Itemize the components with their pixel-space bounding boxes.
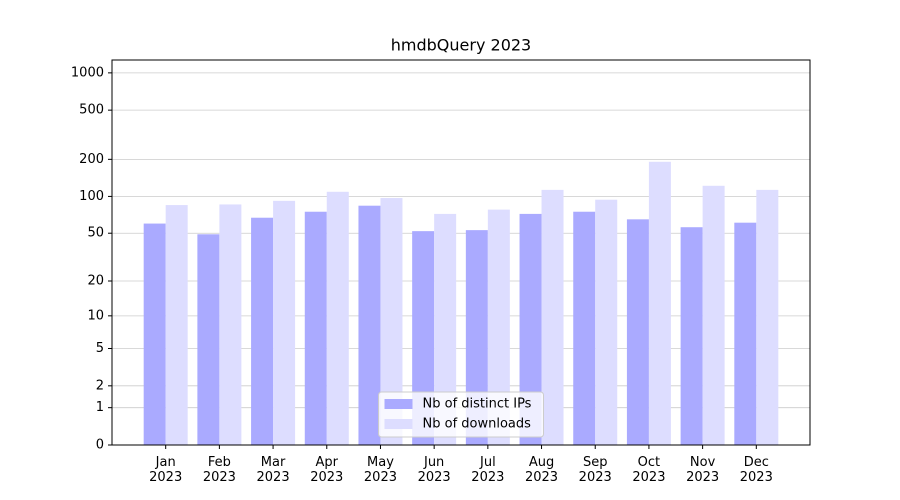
bar — [541, 189, 564, 445]
bar — [380, 198, 403, 445]
y-tick-label: 0 — [96, 438, 104, 453]
y-tick-label: 500 — [79, 103, 104, 118]
plot-frame — [111, 59, 811, 446]
bar — [197, 234, 220, 445]
bar — [756, 189, 779, 445]
bar — [251, 217, 274, 445]
x-tick-label: Nov 2023 — [686, 455, 719, 485]
x-tick-label: Jan 2023 — [149, 455, 182, 485]
legend-box — [378, 391, 544, 438]
legend-swatch — [384, 399, 413, 409]
y-tick-label: 2 — [96, 378, 104, 393]
bar — [595, 199, 618, 445]
legend-swatch — [384, 419, 413, 429]
x-tick-label: Dec 2023 — [740, 455, 773, 485]
bar — [143, 223, 166, 445]
y-tick-label: 5 — [96, 341, 104, 356]
bar — [219, 204, 242, 445]
y-tick-label: 1000 — [71, 65, 104, 80]
y-tick-label: 10 — [87, 308, 104, 323]
bar — [702, 185, 725, 446]
bar — [465, 230, 488, 445]
bar — [680, 227, 703, 445]
x-tick-label: Oct 2023 — [632, 455, 665, 485]
x-tick-label: May 2023 — [364, 455, 397, 485]
bar — [487, 209, 510, 445]
x-tick-label: Apr 2023 — [310, 455, 343, 485]
y-tick-label: 20 — [87, 274, 104, 289]
chart-title: hmdbQuery 2023 — [391, 36, 531, 55]
bar — [519, 213, 542, 445]
bar — [304, 211, 327, 445]
bar — [358, 205, 381, 445]
bar — [326, 191, 349, 445]
x-tick-label: Jul 2023 — [471, 455, 504, 485]
y-tick-label: 100 — [79, 189, 104, 204]
legend-label: Nb of downloads — [423, 417, 532, 432]
x-tick-label: Mar 2023 — [257, 455, 290, 485]
bar — [626, 219, 649, 445]
bar — [648, 161, 671, 445]
x-tick-label: Aug 2023 — [525, 455, 558, 485]
y-tick-label: 50 — [87, 226, 104, 241]
bar — [573, 211, 596, 445]
x-tick-label: Feb 2023 — [203, 455, 236, 485]
bar — [734, 222, 757, 445]
bar — [165, 205, 188, 445]
y-tick-label: 200 — [79, 152, 104, 167]
bar — [273, 200, 296, 445]
x-tick-label: Sep 2023 — [579, 455, 612, 485]
bar — [434, 213, 457, 445]
legend-label: Nb of distinct IPs — [423, 397, 532, 412]
legend: Nb of distinct IPs Nb of downloads — [378, 391, 544, 438]
x-tick-label: Jun 2023 — [418, 455, 451, 485]
y-tick-label: 1 — [96, 400, 104, 415]
